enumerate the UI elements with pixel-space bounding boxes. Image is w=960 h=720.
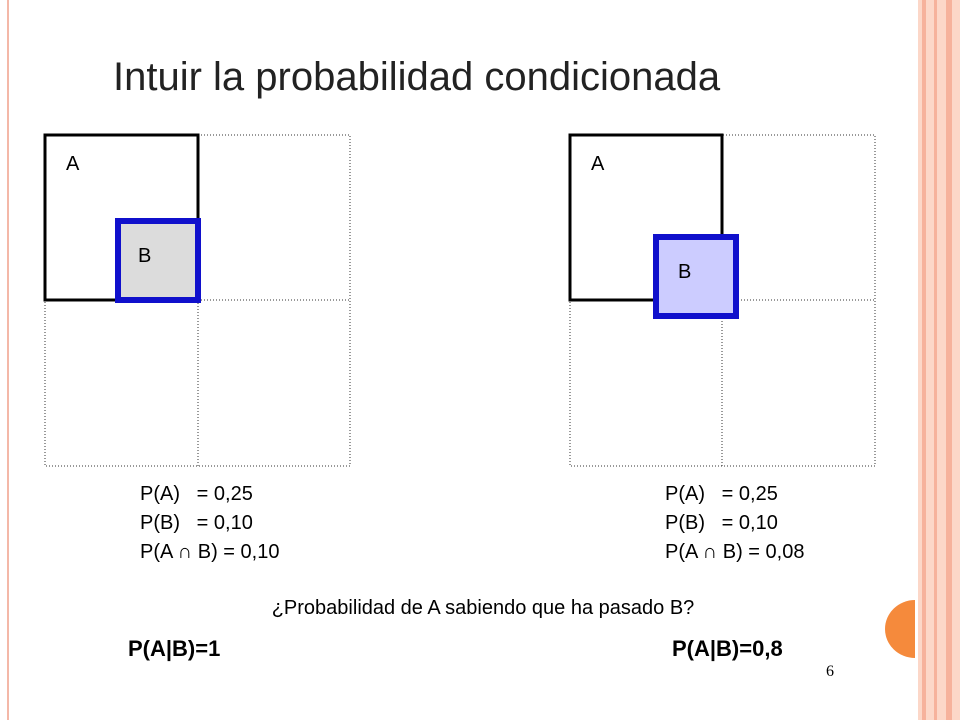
stripe — [934, 0, 937, 720]
result: P(A|B)=1 — [128, 636, 220, 661]
label-a: A — [66, 153, 80, 175]
result: P(A|B)=0,8 — [672, 636, 783, 661]
label-b: B — [678, 261, 691, 283]
diagram-right: A B — [568, 133, 876, 467]
formula: P(A ∩ B) = 0,10 — [140, 541, 279, 563]
question: ¿Probabilidad de A sabiendo que ha pasad… — [272, 597, 695, 619]
slide-marker — [885, 600, 915, 658]
set-a — [568, 133, 724, 302]
set-b — [653, 234, 739, 319]
formula: P(B) = 0,10 — [140, 512, 253, 534]
stripe — [946, 0, 952, 720]
set-b — [115, 218, 201, 303]
formula: P(A ∩ B) = 0,08 — [665, 541, 804, 563]
label-b: B — [138, 245, 151, 267]
formula: P(A) = 0,25 — [665, 483, 778, 505]
formula: P(A) = 0,25 — [140, 483, 253, 505]
page-number: 6 — [826, 663, 834, 680]
title: Intuir la probabilidad condicionada — [113, 55, 721, 99]
label-a: A — [591, 153, 605, 175]
stripe — [922, 0, 926, 720]
left-border — [7, 0, 9, 720]
formula: P(B) = 0,10 — [665, 512, 778, 534]
diagram-left: A B — [43, 133, 351, 467]
